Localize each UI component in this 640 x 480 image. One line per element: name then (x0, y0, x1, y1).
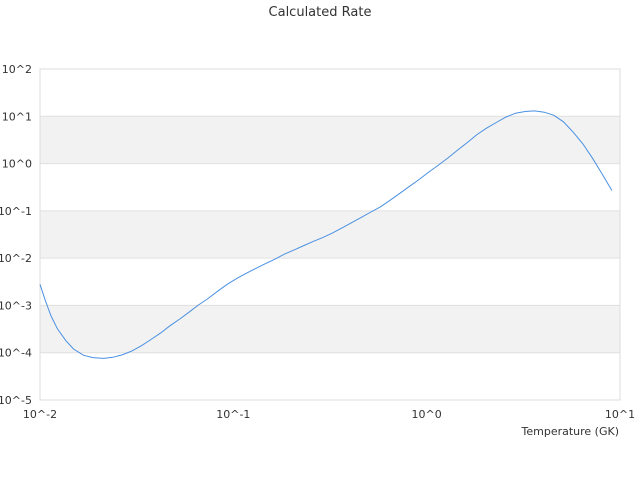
y-axis-ticks: 10^-5 10^-4 10^-3 10^-2 10^-1 10^0 10^1 10^2 (0, 63, 32, 407)
chart-title: Calculated Rate (269, 5, 372, 20)
x-axis-ticks: 10^-2 10^-1 10^0 10^1 (23, 408, 635, 421)
x-tick-label: 10^1 (605, 408, 635, 421)
y-tick-label: 10^0 (2, 158, 32, 171)
x-axis-label: Temperature (GK) (521, 425, 620, 438)
y-tick-label: 10^-2 (0, 252, 32, 265)
y-tick-label: 10^-4 (0, 347, 32, 360)
rate-line (39, 110, 613, 359)
x-tick-label: 10^-1 (216, 408, 250, 421)
y-tick-label: 10^-5 (0, 394, 32, 407)
plot-area (39, 68, 621, 401)
y-tick-label: 10^2 (2, 63, 32, 76)
grid-band (40, 116, 620, 164)
grid-band (40, 305, 620, 353)
x-tick-label: 10^-2 (23, 408, 57, 421)
y-tick-label: 10^-1 (0, 205, 32, 218)
y-tick-label: 10^-3 (0, 299, 32, 312)
y-tick-label: 10^1 (2, 110, 32, 123)
x-tick-label: 10^0 (412, 408, 442, 421)
